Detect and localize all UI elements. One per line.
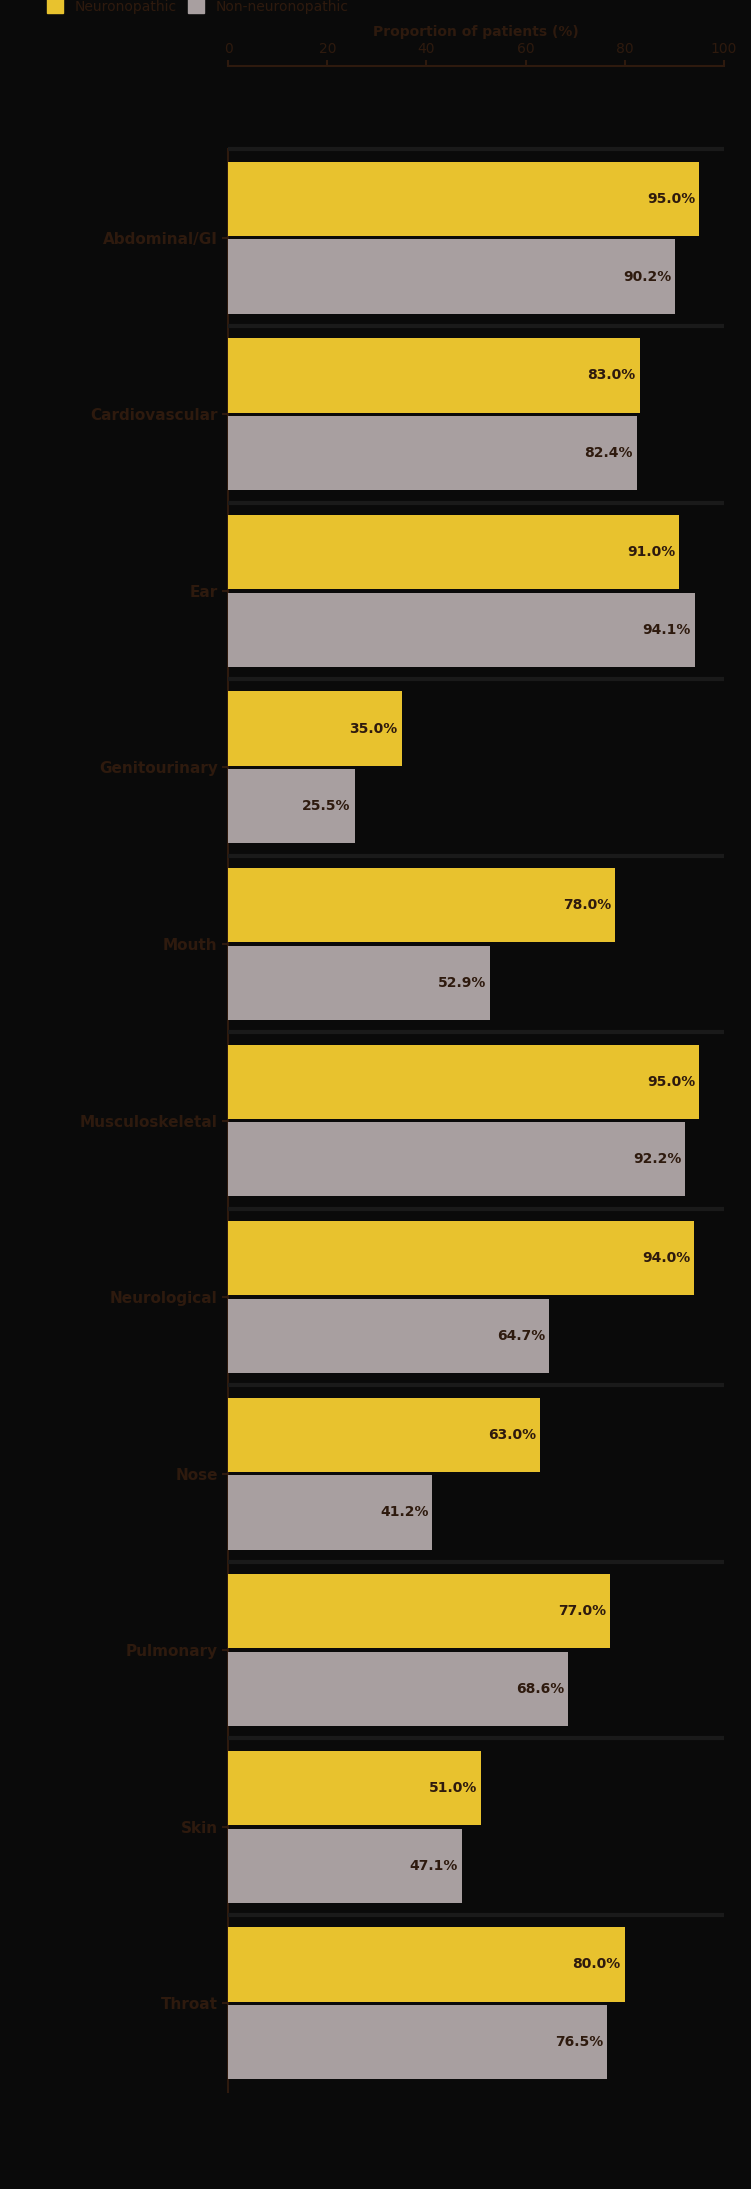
Text: 35.0%: 35.0% xyxy=(349,722,398,736)
Text: 63.0%: 63.0% xyxy=(488,1427,536,1443)
Bar xyxy=(228,1221,694,1296)
Bar xyxy=(228,1123,685,1197)
Text: 68.6%: 68.6% xyxy=(516,1681,564,1696)
Bar xyxy=(228,1044,699,1119)
Bar xyxy=(228,869,615,941)
Text: 92.2%: 92.2% xyxy=(633,1151,681,1167)
Text: 91.0%: 91.0% xyxy=(627,545,675,558)
Text: 94.0%: 94.0% xyxy=(642,1252,690,1265)
Text: 94.1%: 94.1% xyxy=(642,622,691,637)
Text: 78.0%: 78.0% xyxy=(562,897,611,913)
Bar xyxy=(228,1926,625,2001)
Text: 83.0%: 83.0% xyxy=(587,368,635,383)
Bar xyxy=(228,339,640,412)
Text: 25.5%: 25.5% xyxy=(302,799,351,814)
Text: 82.4%: 82.4% xyxy=(584,447,632,460)
Text: 47.1%: 47.1% xyxy=(409,1858,457,1872)
X-axis label: Proportion of patients (%): Proportion of patients (%) xyxy=(373,24,579,39)
Bar xyxy=(228,416,637,490)
Bar xyxy=(228,1751,481,1826)
Text: 52.9%: 52.9% xyxy=(438,976,487,989)
Text: 41.2%: 41.2% xyxy=(380,1506,428,1519)
Bar xyxy=(228,946,490,1020)
Text: 80.0%: 80.0% xyxy=(572,1957,621,1972)
Bar xyxy=(228,2005,608,2080)
Text: 95.0%: 95.0% xyxy=(647,1075,695,1088)
Bar xyxy=(228,1298,549,1373)
Bar xyxy=(228,514,680,589)
Text: 95.0%: 95.0% xyxy=(647,193,695,206)
Bar xyxy=(228,1399,541,1471)
Text: 51.0%: 51.0% xyxy=(429,1782,477,1795)
Legend: Neuronopathic, Non-neuronopathic: Neuronopathic, Non-neuronopathic xyxy=(47,0,348,13)
Text: 90.2%: 90.2% xyxy=(623,269,671,285)
Bar xyxy=(228,1475,433,1550)
Bar xyxy=(228,239,675,313)
Bar xyxy=(228,162,699,236)
Text: 76.5%: 76.5% xyxy=(555,2036,604,2049)
Bar xyxy=(228,1653,569,1727)
Bar xyxy=(228,1574,610,1648)
Text: 77.0%: 77.0% xyxy=(558,1605,606,1618)
Bar xyxy=(228,768,354,843)
Bar xyxy=(228,1828,462,1902)
Bar xyxy=(228,593,695,668)
Text: 64.7%: 64.7% xyxy=(496,1329,545,1342)
Bar xyxy=(228,692,402,766)
